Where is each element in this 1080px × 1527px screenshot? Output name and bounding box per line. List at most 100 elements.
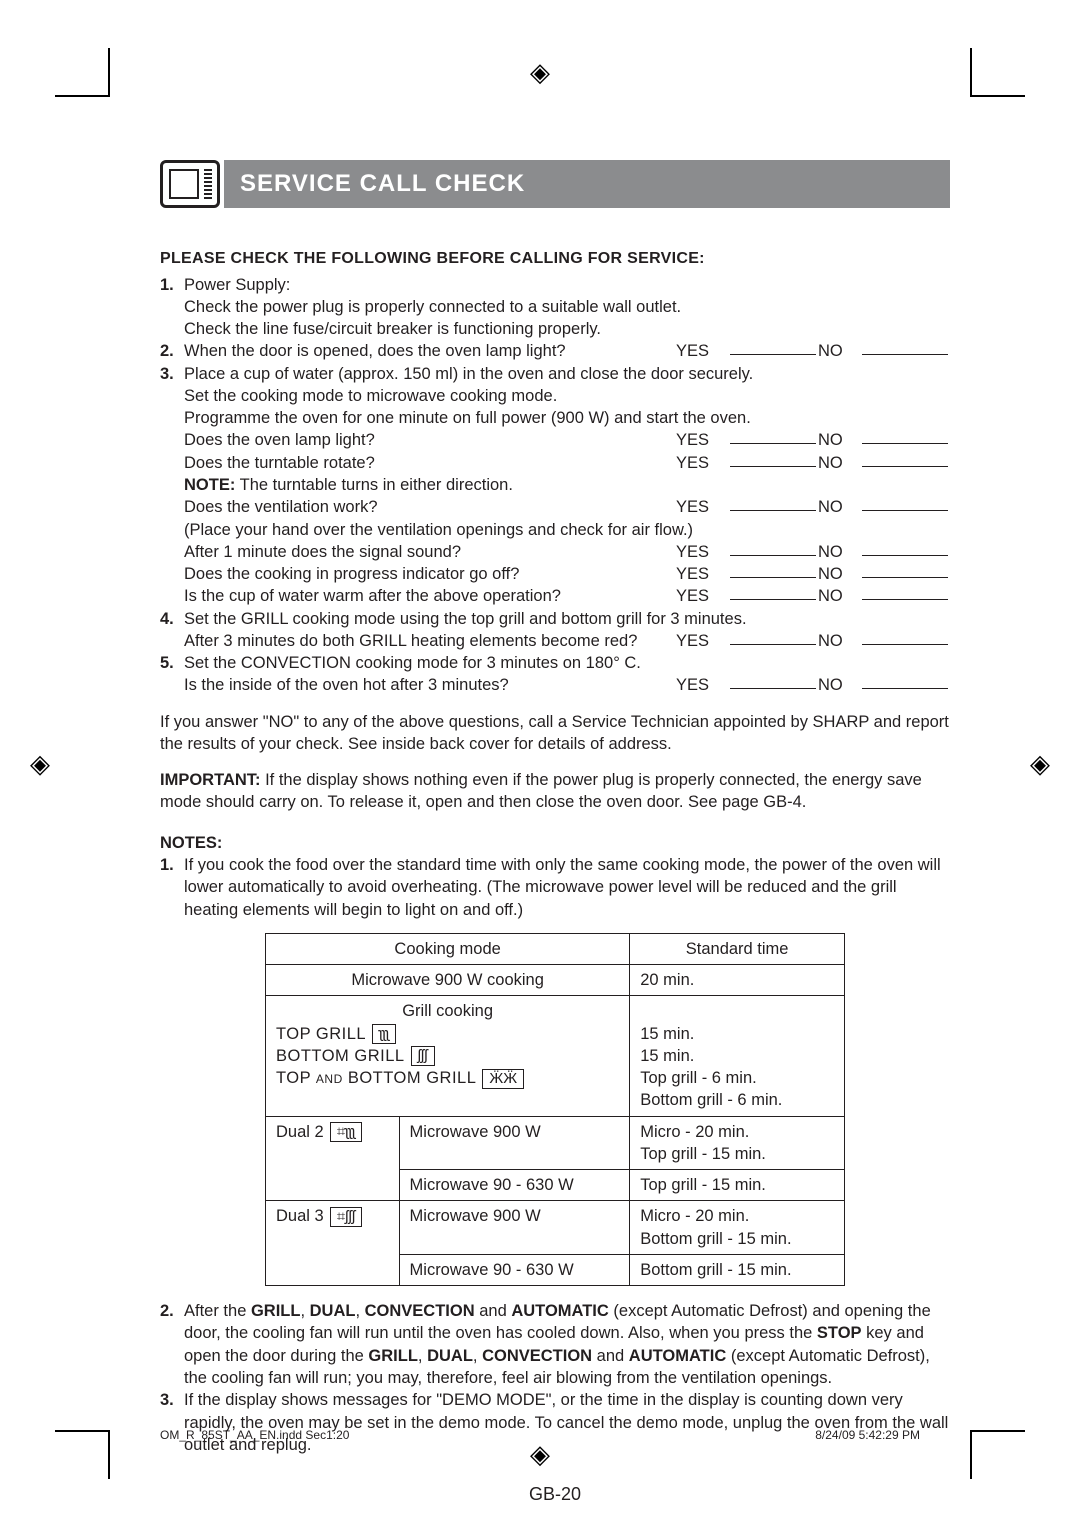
yes-label: YES — [676, 429, 728, 451]
note-number: 2. — [160, 1300, 184, 1389]
time-value: 15 min. — [640, 1045, 834, 1067]
yes-label: YES — [676, 674, 728, 696]
bottom-grill-label: BOTTOM GRILL — [276, 1047, 405, 1065]
cooking-mode-table: Cooking mode Standard time Microwave 900… — [265, 933, 845, 1286]
question-text: Does the cooking in progress indicator g… — [184, 563, 676, 585]
no-label: NO — [818, 674, 860, 696]
check-item-4: 4. Set the GRILL cooking mode using the … — [160, 608, 950, 653]
table-cell: Top grill - 15 min. — [630, 1170, 845, 1201]
crop-mark — [970, 1431, 972, 1479]
no-label: NO — [818, 541, 860, 563]
yes-label: YES — [676, 585, 728, 607]
answer-blank[interactable] — [862, 496, 948, 511]
table-cell: Dual 2⌗ʅʅʅ — [266, 1116, 400, 1201]
page-number: GB-20 — [160, 1482, 950, 1506]
item-number: 4. — [160, 608, 184, 653]
bottom-grill-icon: ʃʃʃ — [411, 1046, 435, 1066]
note-body: If you cook the food over the standard t… — [184, 854, 950, 921]
important-text: If the display shows nothing even if the… — [160, 771, 922, 811]
text-line: Set the CONVECTION cooking mode for 3 mi… — [184, 652, 950, 674]
page-title: SERVICE CALL CHECK — [224, 160, 950, 208]
no-label: NO — [818, 340, 860, 362]
text-line: Set the cooking mode to microwave cookin… — [184, 385, 950, 407]
grill-cooking-label: Grill cooking — [276, 1000, 619, 1022]
note-body: If the display shows messages for "DEMO … — [184, 1389, 950, 1456]
time-value: Top grill - 6 min. — [640, 1067, 834, 1089]
text-line: Power Supply: — [184, 274, 950, 296]
crop-mark — [108, 1431, 110, 1479]
time-value: Top grill - 15 min. — [640, 1143, 834, 1165]
registration-mark-icon: ◈ — [30, 746, 50, 781]
footer-filename: OM_R_85ST_AA_EN.indd Sec1:20 — [160, 1427, 349, 1443]
dual3-icon: ⌗ʃʃʃ — [330, 1207, 362, 1227]
answer-blank[interactable] — [730, 496, 816, 511]
answer-blank[interactable] — [730, 563, 816, 578]
dual2-icon: ⌗ʅʅʅ — [330, 1122, 362, 1142]
print-footer: OM_R_85ST_AA_EN.indd Sec1:20 8/24/09 5:4… — [160, 1427, 920, 1443]
question-text: Does the turntable rotate? — [184, 452, 676, 474]
crop-mark — [970, 95, 1025, 97]
section-heading: PLEASE CHECK THE FOLLOWING BEFORE CALLIN… — [160, 248, 950, 270]
table-cell: Grill cooking TOP GRILLʅʅʅ BOTTOM GRILLʃ… — [266, 996, 630, 1116]
answer-blank[interactable] — [862, 340, 948, 355]
answer-blank[interactable] — [862, 563, 948, 578]
question-text: Does the ventilation work? — [184, 496, 676, 518]
answer-blank[interactable] — [862, 630, 948, 645]
table-cell: Microwave 90 - 630 W — [399, 1170, 630, 1201]
answer-blank[interactable] — [730, 452, 816, 467]
table-cell: Micro - 20 min. Top grill - 15 min. — [630, 1116, 845, 1170]
table-cell: 15 min. 15 min. Top grill - 6 min. Botto… — [630, 996, 845, 1116]
question-text: After 1 minute does the signal sound? — [184, 541, 676, 563]
table-cell: 20 min. — [630, 965, 845, 996]
text-line: (Place your hand over the ventilation op… — [184, 519, 950, 541]
table-cell: Microwave 900 W — [399, 1116, 630, 1170]
crop-mark — [970, 48, 972, 96]
registration-mark-icon: ◈ — [1030, 746, 1050, 781]
text-line: Programme the oven for one minute on ful… — [184, 407, 950, 429]
note-number: 3. — [160, 1389, 184, 1456]
yes-label: YES — [676, 630, 728, 652]
check-item-2: 2. When the door is opened, does the ove… — [160, 340, 950, 362]
answer-blank[interactable] — [862, 585, 948, 600]
top-bottom-grill-icon: ӜӜ — [482, 1069, 524, 1089]
table-cell: Microwave 90 - 630 W — [399, 1254, 630, 1285]
time-value: Bottom grill - 6 min. — [640, 1089, 834, 1111]
check-item-3: 3. Place a cup of water (approx. 150 ml)… — [160, 363, 950, 608]
answer-blank[interactable] — [862, 674, 948, 689]
note-line: NOTE: The turntable turns in either dire… — [184, 474, 950, 496]
answer-blank[interactable] — [730, 429, 816, 444]
question-text: Does the oven lamp light? — [184, 429, 676, 451]
item-number: 1. — [160, 274, 184, 341]
answer-blank[interactable] — [862, 429, 948, 444]
item-number: 3. — [160, 363, 184, 608]
time-value: Micro - 20 min. — [640, 1121, 834, 1143]
table-cell: Micro - 20 min. Bottom grill - 15 min. — [630, 1201, 845, 1255]
title-row: SERVICE CALL CHECK — [160, 160, 950, 208]
crop-mark — [55, 95, 110, 97]
no-label: NO — [818, 452, 860, 474]
answer-blank[interactable] — [862, 541, 948, 556]
no-label: NO — [818, 496, 860, 518]
question-text: Is the cup of water warm after the above… — [184, 585, 676, 607]
table-cell: Dual 3⌗ʃʃʃ — [266, 1201, 400, 1286]
yes-label: YES — [676, 541, 728, 563]
table-cell: Microwave 900 W cooking — [266, 965, 630, 996]
text-line: Place a cup of water (approx. 150 ml) in… — [184, 363, 950, 385]
item-number: 5. — [160, 652, 184, 697]
paragraph: If you answer "NO" to any of the above q… — [160, 711, 950, 756]
yes-label: YES — [676, 452, 728, 474]
yes-label: YES — [676, 496, 728, 518]
answer-blank[interactable] — [730, 585, 816, 600]
note-1: 1. If you cook the food over the standar… — [160, 854, 950, 921]
answer-blank[interactable] — [730, 674, 816, 689]
crop-mark — [55, 1430, 110, 1432]
text-line: Check the power plug is properly connect… — [184, 296, 950, 318]
table-cell: Bottom grill - 15 min. — [630, 1254, 845, 1285]
crop-mark — [970, 1430, 1025, 1432]
answer-blank[interactable] — [862, 452, 948, 467]
answer-blank[interactable] — [730, 541, 816, 556]
answer-blank[interactable] — [730, 340, 816, 355]
time-value: Micro - 20 min. — [640, 1205, 834, 1227]
note-2: 2. After the GRILL, DUAL, CONVECTION and… — [160, 1300, 950, 1389]
answer-blank[interactable] — [730, 630, 816, 645]
